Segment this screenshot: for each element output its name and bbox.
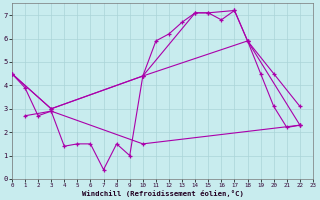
X-axis label: Windchill (Refroidissement éolien,°C): Windchill (Refroidissement éolien,°C) bbox=[82, 190, 244, 197]
